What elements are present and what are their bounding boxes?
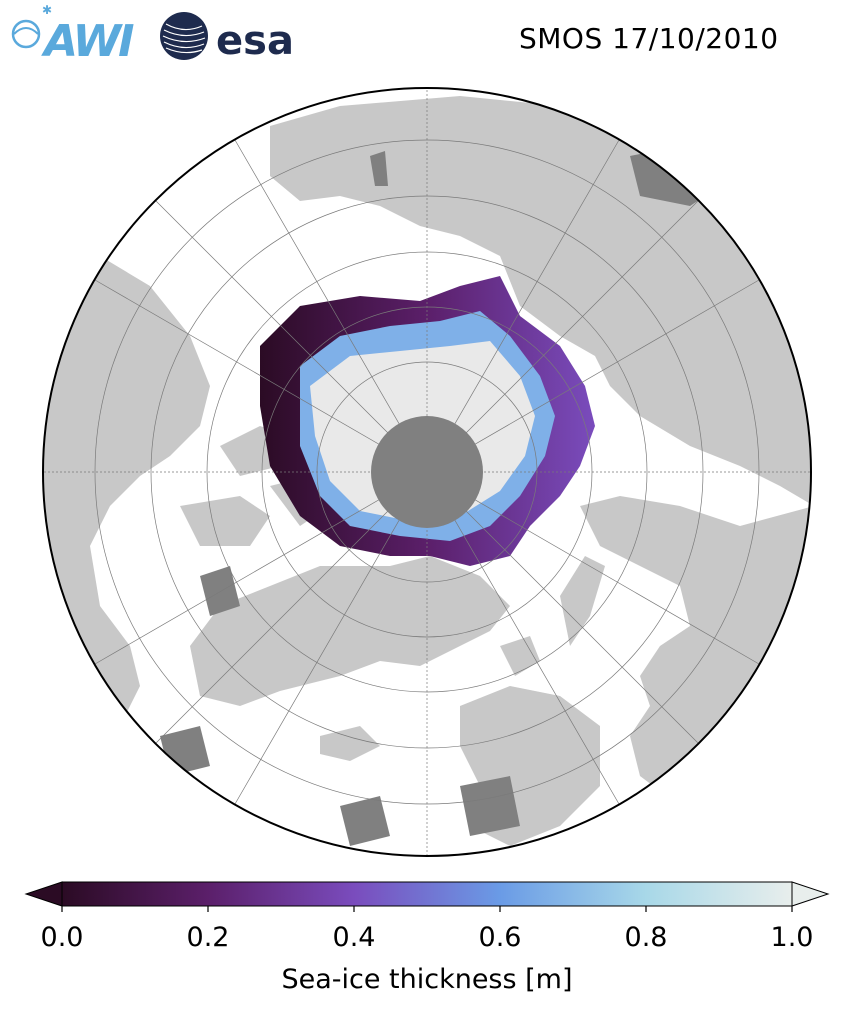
map-boundary bbox=[42, 87, 812, 857]
colorbar-body bbox=[61, 881, 793, 907]
svg-text:✱: ✱ bbox=[42, 4, 52, 17]
awi-logo-text: AWI bbox=[41, 16, 134, 64]
colorbar-label: Sea-ice thickness [m] bbox=[281, 964, 573, 995]
awi-logo: ✱ AWI bbox=[11, 4, 137, 64]
colorbar-tick-label: 1.0 bbox=[770, 922, 814, 953]
colorbar-extend-high bbox=[791, 881, 830, 907]
logo-bar: ✱ AWI esa bbox=[11, 4, 294, 64]
polar-map bbox=[42, 87, 812, 857]
pole-hole bbox=[371, 416, 483, 528]
esa-logo: esa bbox=[160, 12, 294, 64]
colorbar bbox=[24, 881, 830, 912]
map-title: SMOS 17/10/2010 bbox=[519, 22, 779, 55]
colorbar-tick-label: 0.6 bbox=[478, 922, 522, 953]
colorbar-tick-label: 0.4 bbox=[332, 922, 376, 953]
colorbar-tick-label: 0.2 bbox=[186, 922, 230, 953]
esa-logo-text: esa bbox=[216, 18, 294, 64]
colorbar-tick-label: 0.0 bbox=[40, 922, 84, 953]
colorbar-extend-low bbox=[24, 881, 63, 907]
colorbar-tick-label: 0.8 bbox=[624, 922, 668, 953]
